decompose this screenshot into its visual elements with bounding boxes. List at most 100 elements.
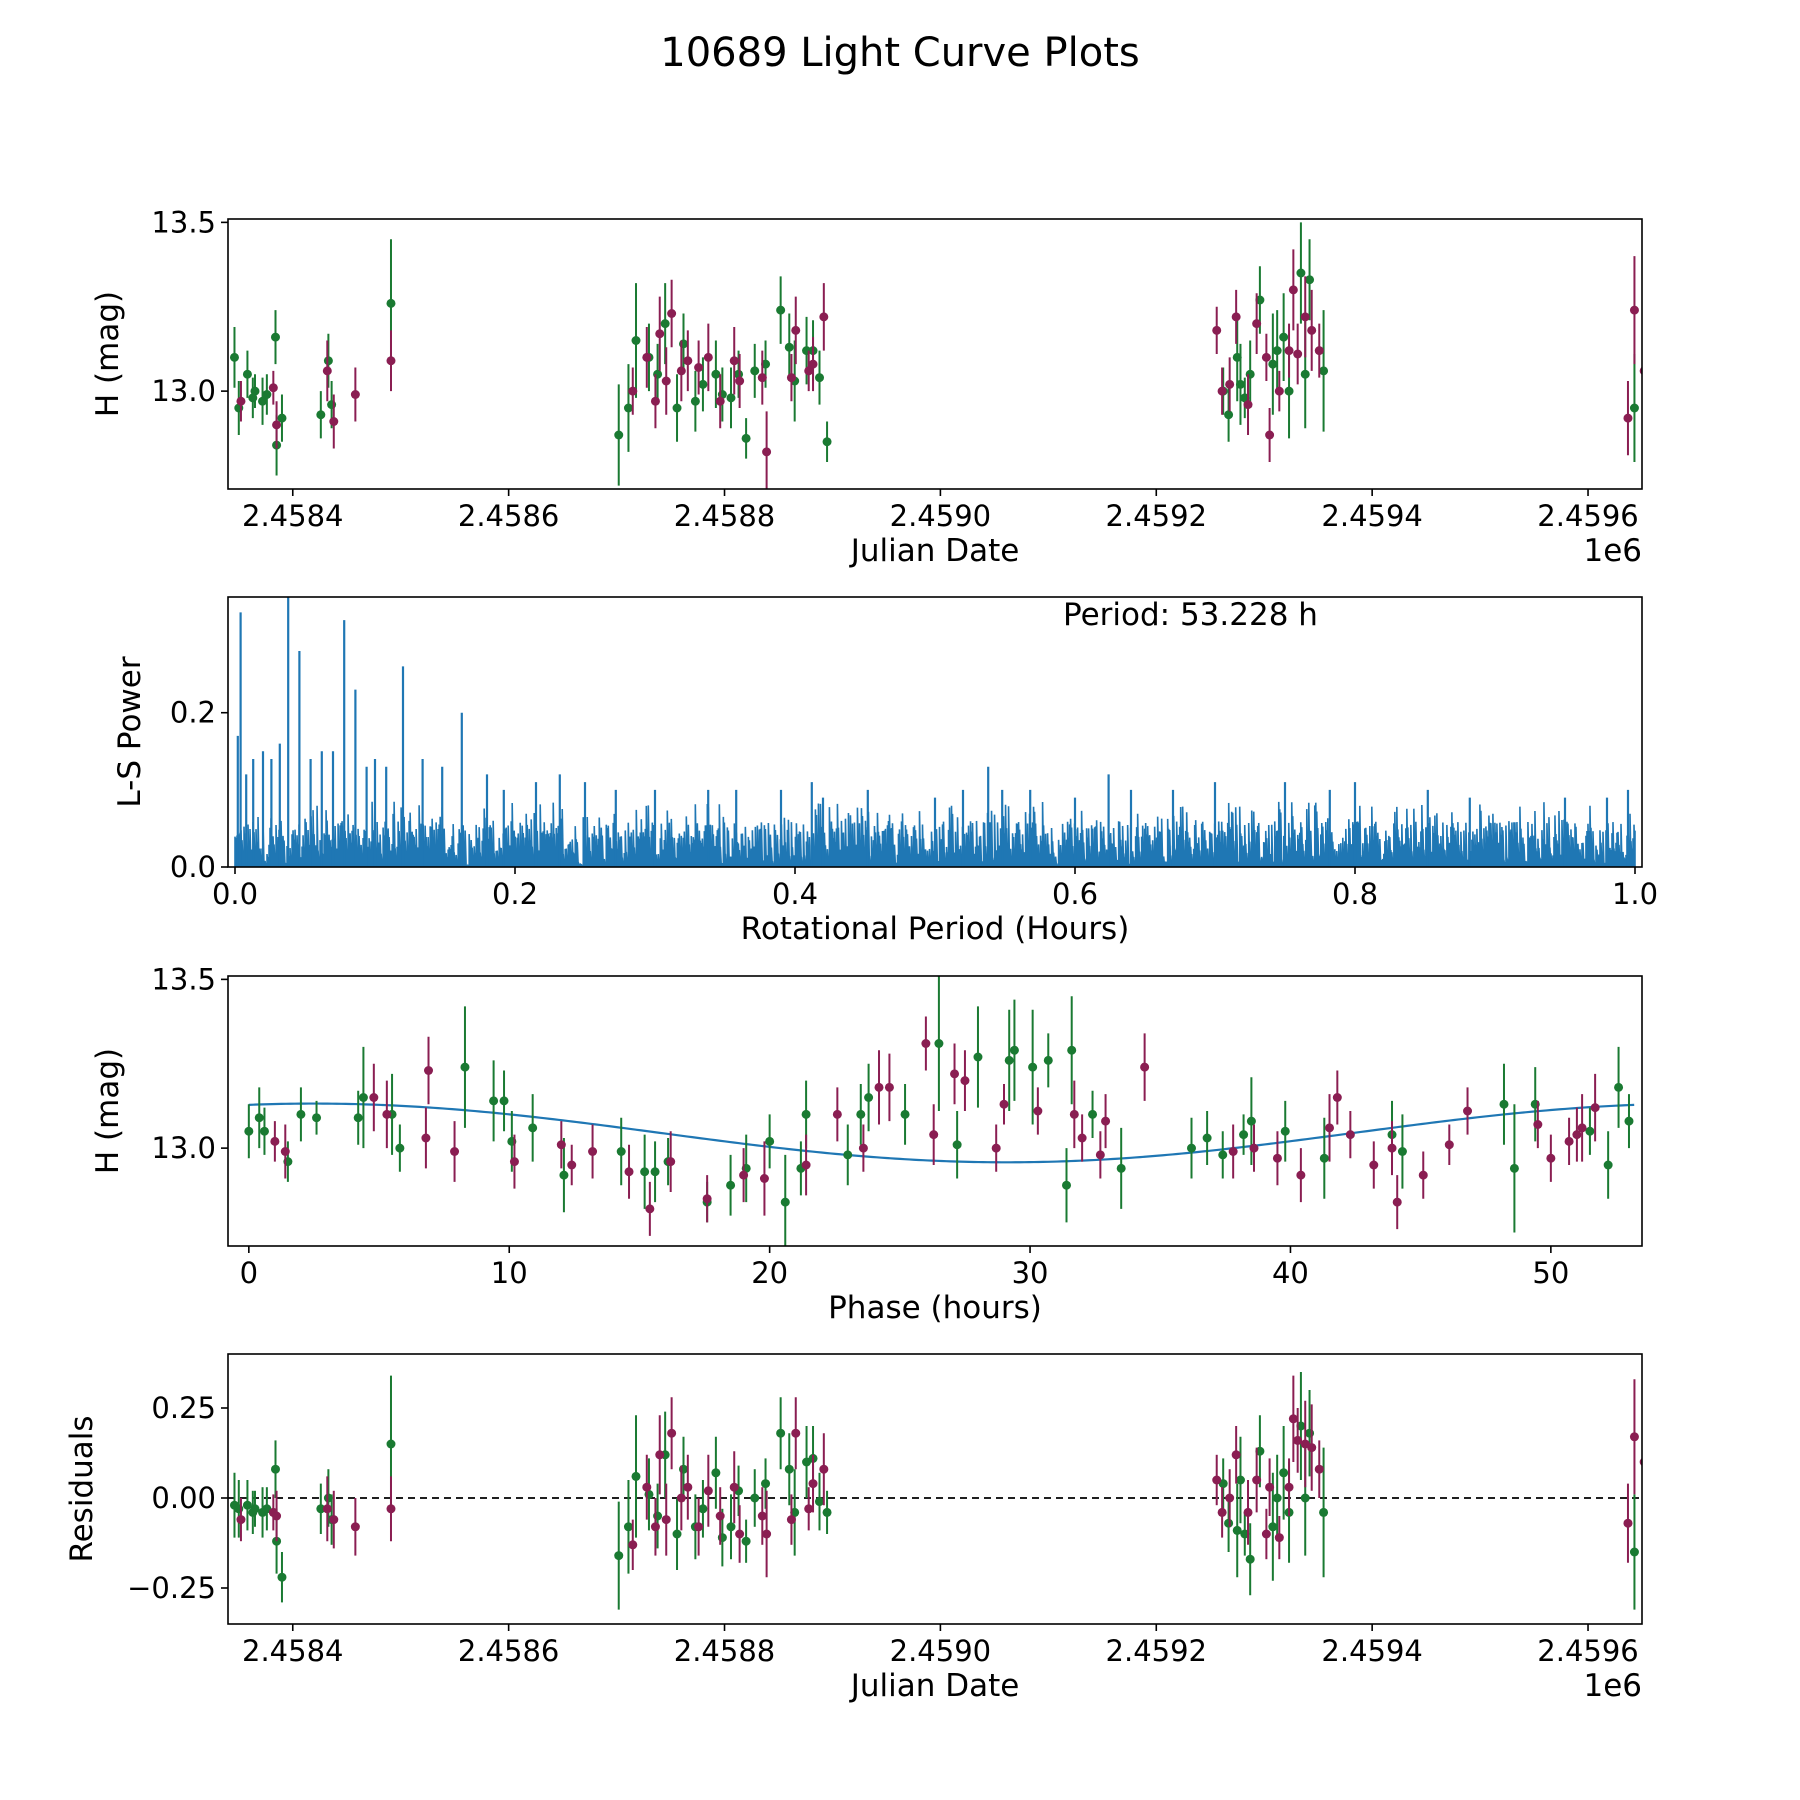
data-point [1307, 325, 1317, 335]
data-point [726, 1522, 736, 1532]
data-point [672, 403, 682, 413]
data-point [1288, 285, 1298, 295]
data-point [765, 1136, 775, 1146]
phased-axes-frame [227, 975, 1643, 1247]
data-point [952, 1140, 962, 1150]
data-point [272, 420, 282, 430]
x-tick-label: 50 [1532, 1256, 1569, 1290]
data-point [757, 1511, 767, 1521]
data-point [1623, 413, 1633, 423]
phased-series-band_a [244, 976, 1634, 1246]
data-point [832, 1109, 842, 1119]
data-point [1392, 1197, 1402, 1207]
y-tick-label: 13.0 [151, 374, 216, 408]
data-point [1307, 1443, 1317, 1453]
x-tick-label: 0.0 [212, 877, 258, 911]
data-point [628, 1540, 638, 1550]
data-point [1246, 1116, 1256, 1126]
data-point [242, 369, 252, 379]
x-tick-label: 2.4592 [1106, 1634, 1207, 1668]
data-point [702, 1194, 712, 1204]
data-point [296, 1109, 306, 1119]
data-point [729, 1482, 739, 1492]
data-point [666, 1157, 676, 1167]
data-point [1332, 1093, 1342, 1102]
data-point [1614, 1082, 1624, 1092]
data-point [1319, 1507, 1329, 1517]
data-point [642, 352, 652, 362]
data-point [690, 396, 700, 406]
data-point [386, 1504, 396, 1514]
data-point [1296, 1170, 1306, 1180]
data-point [655, 329, 665, 339]
lightcurve-offset-label: 1e6 [1583, 533, 1642, 569]
x-tick-label: 2.4592 [1106, 499, 1207, 533]
data-point [277, 413, 287, 423]
data-point [1224, 1518, 1234, 1528]
lightcurve-plot-area [229, 222, 1652, 489]
x-tick-label: 2.4588 [674, 1634, 775, 1668]
data-point [726, 393, 736, 403]
residuals-panel: 2.4584 2.4586 2.4588 2.4590 2.4592 2.4594 2.45… [64, 1353, 1643, 1704]
data-point [1028, 1062, 1038, 1072]
data-point [312, 1113, 322, 1123]
figure-title: 10689 Light Curve Plots [660, 30, 1139, 76]
data-point [1261, 1529, 1271, 1539]
data-point [950, 1069, 960, 1079]
data-point [270, 1464, 280, 1474]
data-point [667, 1428, 677, 1438]
x-tick-label: 0.8 [1332, 877, 1378, 911]
data-point [1088, 1109, 1098, 1119]
data-point [1590, 1103, 1600, 1113]
x-tick-label: 2.4594 [1321, 1634, 1422, 1668]
x-tick-label: 0 [240, 1256, 258, 1290]
data-point [631, 336, 641, 345]
data-point [864, 1093, 874, 1102]
data-point [1288, 1414, 1298, 1424]
data-point [1572, 1130, 1582, 1140]
data-point [528, 1123, 538, 1133]
data-point [460, 1062, 470, 1072]
data-point [1296, 268, 1306, 278]
data-point [1231, 312, 1241, 322]
data-point [1546, 1153, 1556, 1163]
data-point [1603, 1160, 1613, 1170]
data-point [655, 1450, 665, 1460]
data-point [1218, 1150, 1228, 1160]
data-point [1239, 1130, 1249, 1140]
data-point [661, 376, 671, 386]
data-point [1225, 1493, 1235, 1503]
data-point [386, 298, 396, 308]
data-point [1319, 1153, 1329, 1163]
data-point [386, 356, 396, 366]
data-point [1212, 1475, 1222, 1485]
data-point [1272, 1493, 1282, 1503]
data-point [804, 1504, 814, 1514]
data-point [776, 1428, 786, 1438]
data-point [804, 366, 814, 376]
data-point [726, 1180, 736, 1190]
data-point [1629, 403, 1639, 413]
data-point [929, 1130, 939, 1140]
data-point [614, 430, 624, 440]
data-point [667, 309, 677, 318]
data-point [1284, 346, 1294, 356]
data-point [1243, 400, 1253, 410]
data-point [509, 1157, 519, 1167]
data-point [739, 1170, 749, 1180]
data-point [815, 1497, 825, 1507]
period-annotation: Period: 53.228 h [1063, 597, 1318, 633]
data-point [801, 1160, 811, 1170]
data-point [819, 1464, 829, 1474]
data-point [1314, 346, 1324, 356]
data-point [559, 1170, 569, 1180]
data-point [786, 1515, 796, 1525]
data-point [1284, 1482, 1294, 1492]
data-point [711, 369, 721, 379]
data-point [1325, 1123, 1335, 1133]
data-point [1643, 285, 1652, 294]
data-point [750, 366, 760, 376]
data-point [1043, 1055, 1053, 1065]
x-tick-label: 0.6 [1052, 877, 1098, 911]
data-point [229, 352, 239, 362]
